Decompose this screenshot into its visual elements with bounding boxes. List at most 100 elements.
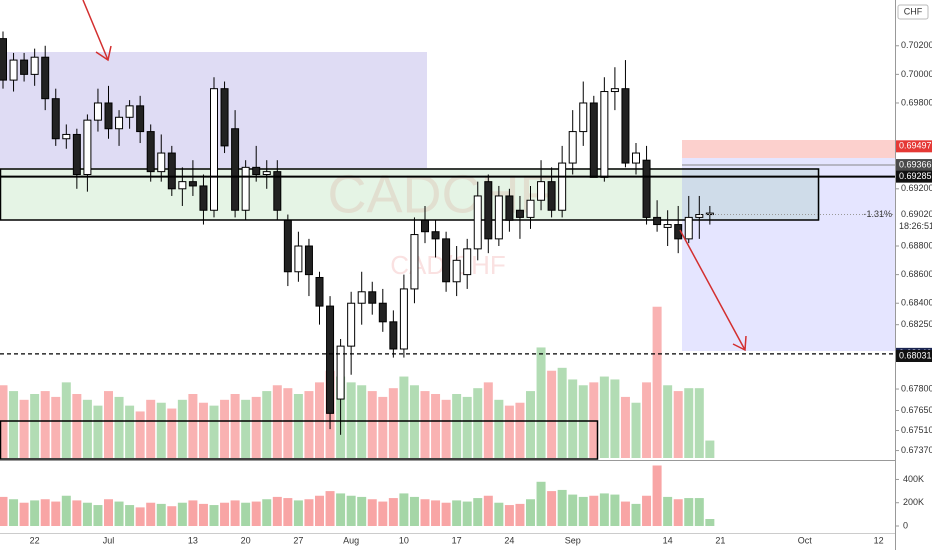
volume-bar (220, 502, 230, 526)
volume-bar (9, 499, 19, 526)
volume-bar (125, 505, 135, 526)
candle-body (136, 105, 145, 133)
arrow-head (732, 335, 747, 352)
volume-bar (346, 382, 356, 458)
y-tick-label: 0.68800 (901, 240, 932, 250)
volume-bar (230, 500, 240, 526)
volume-bar (114, 396, 124, 458)
candle-body (431, 231, 440, 240)
volume-bar (177, 502, 187, 526)
volume-bar (610, 379, 620, 458)
volume-bar (230, 394, 240, 458)
box (0, 168, 820, 221)
volume-bar (684, 388, 694, 458)
candle-body (0, 38, 7, 81)
volume-bar (610, 494, 620, 526)
volume-bar (536, 347, 546, 458)
volume-bar (589, 495, 599, 526)
candle-body (167, 152, 176, 190)
volume-bar (0, 496, 8, 526)
volume-bar (462, 396, 472, 458)
y-tick-label: 0.68400 (901, 298, 932, 308)
volume-bar (483, 382, 493, 458)
volume-bar (336, 493, 346, 526)
y-tick-label: 0.70000 (901, 69, 932, 79)
volume-bar (30, 500, 40, 526)
candle-body (642, 159, 651, 218)
arrow-head (95, 45, 112, 62)
candle-body (125, 105, 134, 118)
currency[interactable]: CHF (904, 6, 923, 16)
volume-bar (104, 391, 113, 458)
volume-bar (135, 411, 145, 458)
volume-bar (220, 399, 230, 458)
volume-bar (188, 500, 198, 526)
current-price: 0.69020 (901, 209, 932, 219)
volume-bar (30, 394, 40, 458)
volume-bar (673, 391, 683, 458)
volume-bar (652, 465, 662, 526)
volume-bar (262, 391, 272, 458)
candle-body (62, 133, 71, 140)
volume-bar (494, 502, 504, 526)
candle-body (568, 131, 577, 164)
candle-body (104, 102, 113, 130)
volume-bar (198, 402, 208, 458)
volume-bar (420, 499, 430, 526)
candle-body (421, 219, 429, 233)
x-tick-label: 21 (715, 535, 725, 545)
volume-bar (578, 496, 588, 526)
volume-bar (431, 394, 441, 458)
candle-body (653, 216, 662, 226)
x-tick-label: 14 (663, 535, 673, 545)
candle-body (537, 181, 546, 201)
y-tick-label: 0.67510 (901, 425, 932, 435)
candle-body (20, 59, 29, 75)
candle-body (600, 91, 609, 178)
volume-bar (177, 399, 187, 458)
box (0, 420, 599, 460)
price-label: 0.69366 (899, 159, 932, 169)
candle-body (389, 321, 398, 350)
volume-bar (188, 394, 198, 458)
volume-bar (367, 391, 377, 458)
y-tick-label: 0.67800 (901, 383, 932, 393)
volume-bar (40, 499, 50, 526)
candle-body (442, 238, 451, 283)
x-tick-label: 10 (399, 535, 409, 545)
price-label: 0.68031 (899, 350, 932, 360)
candle-body (93, 102, 102, 121)
candle-body (231, 128, 240, 211)
volume-bar (61, 382, 71, 458)
y-tick-label: 0.69800 (901, 97, 932, 107)
volume-bar (526, 499, 535, 526)
candle-body (484, 181, 493, 240)
x-tick-label: 13 (188, 535, 198, 545)
volume-bar (378, 501, 388, 526)
candle-body (157, 152, 166, 173)
candle-body (589, 102, 598, 178)
volume-bar (125, 405, 135, 458)
currency-badge[interactable] (897, 4, 929, 20)
volume-bar (663, 496, 673, 526)
x-tick-label: Sep (565, 535, 581, 545)
x-tick-label: 17 (452, 535, 462, 545)
candle-body (252, 166, 261, 175)
volume-bar (620, 501, 630, 526)
x-tick-label: 27 (293, 535, 303, 545)
volume-bar (40, 391, 50, 458)
volume-bar (156, 503, 166, 526)
volume-bar (526, 391, 535, 458)
volume-bar (82, 399, 92, 458)
arrow (82, 0, 109, 61)
volume-bar (452, 500, 462, 526)
price-label: 0.69285 (899, 171, 932, 181)
candle-body (72, 133, 81, 175)
volume-bar (388, 388, 398, 458)
y2-tick-label: 200K (903, 497, 924, 507)
volume-bar (325, 491, 335, 526)
candle-body (199, 185, 208, 211)
volume-bar (367, 499, 377, 526)
volume-bar (536, 481, 546, 526)
volume-bar (82, 502, 92, 526)
